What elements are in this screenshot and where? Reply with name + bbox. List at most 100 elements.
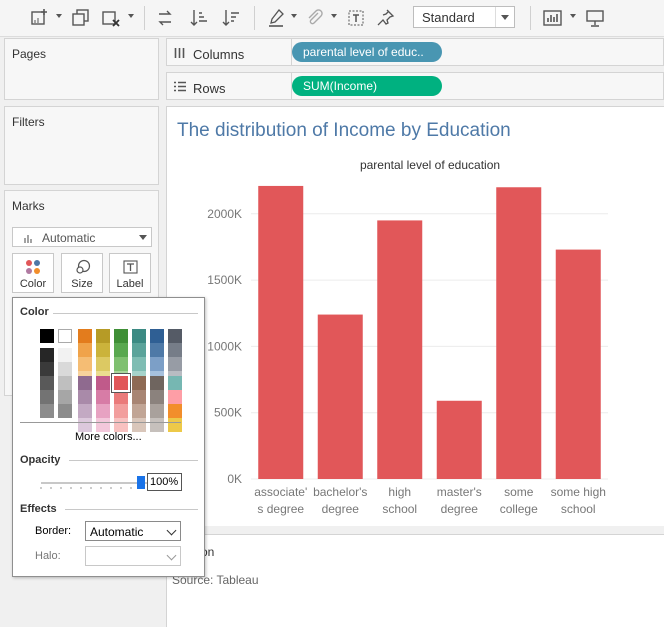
color-swatch[interactable] [78, 404, 92, 418]
chevron-down-icon[interactable] [570, 14, 576, 18]
mark-type-select[interactable]: Automatic [12, 227, 152, 247]
color-swatch[interactable] [58, 348, 72, 362]
bar[interactable] [317, 314, 363, 479]
slider-handle[interactable] [137, 476, 145, 489]
color-swatch[interactable] [132, 343, 146, 357]
color-swatch[interactable] [150, 404, 164, 418]
bar[interactable] [496, 187, 542, 479]
y-tick-label: 1000K [207, 339, 242, 353]
shelf-divider [291, 73, 292, 99]
paperclip-icon[interactable] [303, 6, 327, 30]
color-swatch[interactable] [40, 362, 54, 376]
color-swatch[interactable] [168, 343, 182, 357]
text-label-icon[interactable] [344, 6, 368, 30]
swap-icon[interactable] [153, 6, 177, 30]
bar[interactable] [377, 220, 423, 480]
selected-color-swatch[interactable] [114, 376, 128, 390]
mark-label-button[interactable]: Label [109, 253, 151, 293]
columns-pill[interactable]: parental level of educ.. [292, 42, 442, 62]
opacity-input[interactable]: 100% [147, 473, 182, 491]
halo-select[interactable] [85, 546, 181, 566]
color-swatch[interactable] [132, 329, 146, 343]
color-swatch[interactable] [58, 404, 72, 418]
sort-ascending-icon[interactable] [187, 6, 211, 30]
color-swatch[interactable] [168, 357, 182, 371]
color-swatch[interactable] [168, 418, 182, 432]
color-swatch[interactable] [40, 390, 54, 404]
color-swatch[interactable] [132, 376, 146, 390]
color-swatch[interactable] [78, 329, 92, 343]
color-swatch[interactable] [114, 390, 128, 404]
color-swatch[interactable] [96, 329, 110, 343]
color-swatch[interactable] [150, 357, 164, 371]
bar[interactable] [436, 400, 482, 479]
chevron-down-icon[interactable] [495, 7, 514, 27]
color-swatch[interactable] [96, 376, 110, 390]
color-swatch[interactable] [96, 357, 110, 371]
color-swatch[interactable] [58, 362, 72, 376]
chevron-down-icon[interactable] [291, 14, 297, 18]
mark-type-value: Automatic [42, 231, 96, 245]
color-swatch[interactable] [58, 390, 72, 404]
color-swatch[interactable] [96, 404, 110, 418]
more-colors-link[interactable]: More colors... [75, 431, 142, 443]
color-swatch[interactable] [114, 343, 128, 357]
highlight-icon[interactable] [264, 6, 288, 30]
color-swatch[interactable] [168, 390, 182, 404]
color-swatch[interactable] [150, 376, 164, 390]
color-swatch[interactable] [40, 376, 54, 390]
chevron-down-icon[interactable] [56, 14, 62, 18]
color-swatch[interactable] [58, 329, 72, 343]
color-swatch[interactable] [40, 348, 54, 362]
presentation-icon[interactable] [583, 6, 607, 30]
duplicate-icon[interactable] [69, 6, 93, 30]
color-swatch[interactable] [114, 418, 128, 432]
mark-size-button[interactable]: Size [61, 253, 103, 293]
color-swatch[interactable] [150, 390, 164, 404]
color-swatch[interactable] [58, 376, 72, 390]
color-swatch[interactable] [132, 357, 146, 371]
color-swatch[interactable] [132, 390, 146, 404]
color-swatch[interactable] [132, 404, 146, 418]
color-swatch[interactable] [150, 329, 164, 343]
mark-color-button[interactable]: Color [12, 253, 54, 293]
color-swatch[interactable] [168, 376, 182, 390]
color-swatch[interactable] [78, 376, 92, 390]
clear-sheet-icon[interactable] [99, 6, 123, 30]
border-select[interactable]: Automatic [85, 521, 181, 541]
color-swatch[interactable] [150, 343, 164, 357]
color-swatch[interactable] [114, 404, 128, 418]
color-swatch[interactable] [168, 329, 182, 343]
rows-pill[interactable]: SUM(Income) [292, 76, 442, 96]
bar[interactable] [258, 185, 304, 479]
color-popup: Color More colors... Opacity 100% Effect… [12, 297, 205, 577]
color-swatch[interactable] [150, 418, 164, 432]
color-swatch[interactable] [114, 357, 128, 371]
color-swatch[interactable] [114, 329, 128, 343]
color-swatch[interactable] [78, 418, 92, 432]
color-swatch[interactable] [78, 343, 92, 357]
columns-shelf[interactable]: Columns parental level of educ.. [166, 38, 664, 66]
color-swatch[interactable] [78, 390, 92, 404]
pages-shelf[interactable]: Pages [4, 38, 159, 100]
fit-select[interactable]: Standard [413, 6, 515, 28]
color-swatch[interactable] [132, 418, 146, 432]
bar[interactable] [555, 249, 601, 479]
show-me-icon[interactable] [542, 6, 566, 30]
color-swatch[interactable] [168, 404, 182, 418]
sort-descending-icon[interactable] [219, 6, 243, 30]
filters-shelf[interactable]: Filters [4, 106, 159, 185]
color-swatch[interactable] [40, 404, 54, 418]
color-swatch[interactable] [78, 357, 92, 371]
new-worksheet-icon[interactable] [28, 6, 52, 30]
chevron-down-icon[interactable] [331, 14, 337, 18]
color-swatch[interactable] [96, 343, 110, 357]
rows-shelf[interactable]: Rows SUM(Income) [166, 72, 664, 100]
chevron-down-icon[interactable] [128, 14, 134, 18]
pin-icon[interactable] [374, 6, 398, 30]
chevron-down-icon[interactable] [139, 235, 147, 240]
opacity-slider[interactable] [39, 474, 157, 494]
color-swatch[interactable] [96, 418, 110, 432]
color-swatch[interactable] [96, 390, 110, 404]
color-swatch[interactable] [40, 329, 54, 343]
